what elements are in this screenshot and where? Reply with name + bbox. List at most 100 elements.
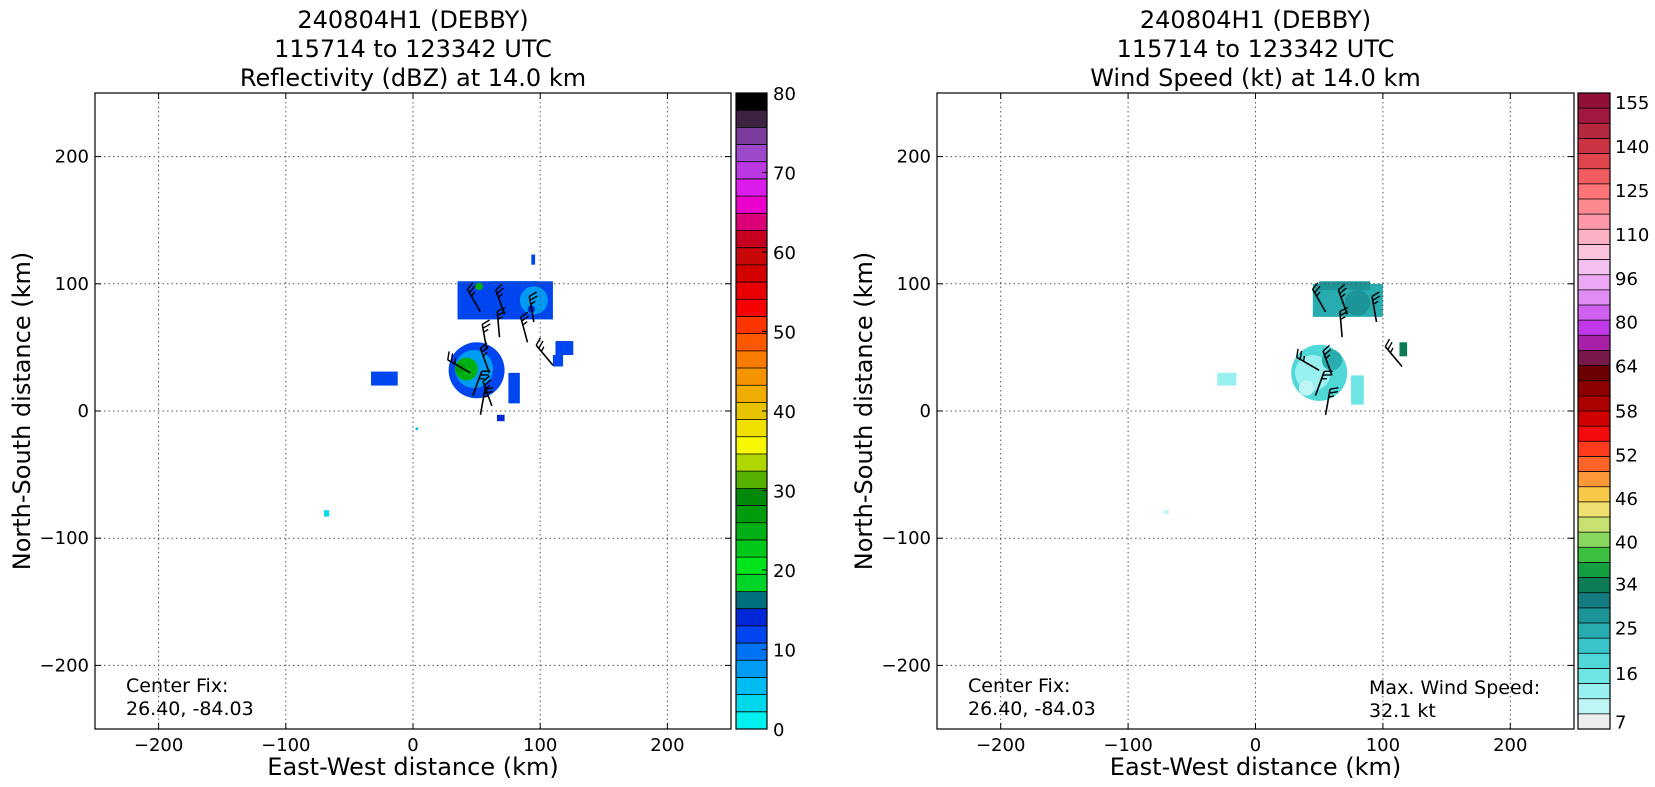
chart-title-line: Reflectivity (dBZ) at 14.0 km [240, 64, 586, 92]
colorbar-bin [736, 539, 767, 558]
colorbar-tick-label: 46 [1615, 489, 1638, 510]
colorbar: 7 16 25 34 40 46 52 58 64 80 96 110 125 140 155 [1577, 92, 1649, 733]
colorbar-bin [1578, 486, 1610, 503]
colorbar-bin [1578, 441, 1610, 457]
colorbar-bin [1578, 123, 1610, 139]
annotation-line: Center Fix: [126, 675, 228, 697]
plot-area [937, 93, 1574, 729]
colorbar-bin [1578, 183, 1610, 200]
colorbar-bin [1578, 653, 1610, 669]
wind-barb [1337, 283, 1348, 315]
colorbar-bin [736, 591, 767, 610]
colorbar-tick-label: 50 [773, 323, 796, 344]
wind-barb [528, 291, 538, 323]
colorbar-bin [1578, 274, 1610, 291]
x-tick-label: −200 [976, 735, 1025, 756]
annotation-center-fix: Center Fix:26.40, -84.03 [126, 675, 254, 720]
colorbar-bin [1578, 456, 1610, 472]
wind-barb [1324, 386, 1339, 415]
colorbar-tick-label: 110 [1615, 225, 1649, 246]
wind-barb [1322, 344, 1333, 376]
colorbar-bin [736, 264, 767, 283]
wind-barb [481, 319, 491, 351]
colorbar-bin [736, 144, 767, 163]
colorbar-bin [736, 419, 767, 438]
colorbar-bin [736, 316, 767, 335]
echo-cell [1351, 375, 1364, 405]
colorbar-tick-label: 16 [1615, 664, 1638, 685]
colorbar-bin [1578, 259, 1610, 276]
colorbar-tick-label: 125 [1615, 181, 1649, 202]
colorbar-tick-label: 80 [773, 84, 796, 105]
annotation-line: 26.40, -84.03 [968, 698, 1096, 720]
colorbar-bin [1578, 305, 1610, 321]
colorbar-bin [1578, 199, 1610, 215]
wind-barb [482, 375, 493, 407]
y-axis-label: North-South distance (km) [850, 252, 878, 571]
chart-title-line: Wind Speed (kt) at 14.0 km [1090, 64, 1421, 92]
echo-cell [1217, 372, 1237, 386]
y-tick-label: 100 [55, 274, 89, 295]
wind-barb [494, 283, 506, 315]
wind-barb [479, 386, 494, 415]
colorbar-tick-label: 52 [1615, 445, 1638, 466]
colorbar-bin [1578, 698, 1610, 715]
colorbar-tick-label: 155 [1615, 93, 1649, 114]
colorbar-tick-label: 7 [1615, 712, 1626, 733]
x-tick-label: −100 [261, 735, 310, 756]
colorbar-bin [736, 230, 767, 249]
y-tick-label: 200 [55, 147, 89, 168]
echo-cell [415, 427, 419, 431]
colorbar-bin [736, 574, 767, 592]
y-tick-label: −200 [882, 655, 931, 676]
wind-barb [472, 370, 491, 397]
colorbar-bin [1578, 517, 1610, 533]
x-axis-label: East-West distance (km) [267, 753, 558, 781]
y-tick-label: −100 [882, 528, 931, 549]
x-tick-label: 100 [1366, 735, 1400, 756]
chart-title-line: 115714 to 123342 UTC [274, 35, 552, 63]
colorbar-tick-label: 10 [773, 641, 796, 662]
echo-cell [1321, 349, 1343, 371]
y-tick-label: −200 [40, 655, 89, 676]
colorbar-bin [1578, 350, 1610, 366]
colorbar-bin [1578, 668, 1610, 684]
chart-title-line: 240804H1 (DEBBY) [297, 6, 528, 34]
colorbar-bin [1578, 138, 1610, 154]
y-tick-label: 100 [897, 274, 931, 295]
chart-title-line: 240804H1 (DEBBY) [1140, 6, 1371, 34]
wind-barb [1384, 338, 1403, 367]
x-tick-label: 200 [1493, 735, 1527, 756]
colorbar-bin [736, 213, 767, 231]
colorbar-bin [1578, 168, 1610, 185]
wind-barb [1311, 282, 1327, 313]
x-tick-label: 0 [407, 735, 418, 756]
colorbar-bin [736, 333, 767, 352]
colorbar-bin [736, 161, 767, 180]
colorbar-bin [1578, 365, 1610, 382]
echo-cell [555, 341, 574, 356]
echo-cell [508, 372, 520, 404]
colorbar-tick-label: 60 [773, 243, 796, 264]
colorbar-bin [736, 127, 767, 145]
colorbar-bin [736, 282, 767, 300]
echo-cell [489, 281, 538, 291]
colorbar-bin [736, 196, 767, 214]
colorbar-bin [1578, 607, 1610, 624]
wind-barb [496, 307, 506, 338]
colorbar-bin [1578, 411, 1610, 427]
y-tick-label: 200 [897, 147, 931, 168]
colorbar-tick-label: 80 [1615, 313, 1638, 334]
chart-title-line: 115714 to 123342 UTC [1117, 35, 1395, 63]
colorbar-bin [736, 471, 767, 489]
colorbar-tick-label: 140 [1615, 137, 1649, 158]
colorbar-bin [1578, 547, 1610, 563]
x-tick-label: 100 [523, 735, 557, 756]
colorbar-tick-label: 96 [1615, 269, 1638, 290]
colorbar-bin [1578, 592, 1610, 609]
annotation-line: Center Fix: [968, 675, 1070, 697]
colorbar-bin [736, 660, 767, 678]
y-axis-label: North-South distance (km) [8, 252, 36, 571]
wind-barb [1295, 348, 1320, 371]
colorbar-bin [736, 110, 767, 128]
